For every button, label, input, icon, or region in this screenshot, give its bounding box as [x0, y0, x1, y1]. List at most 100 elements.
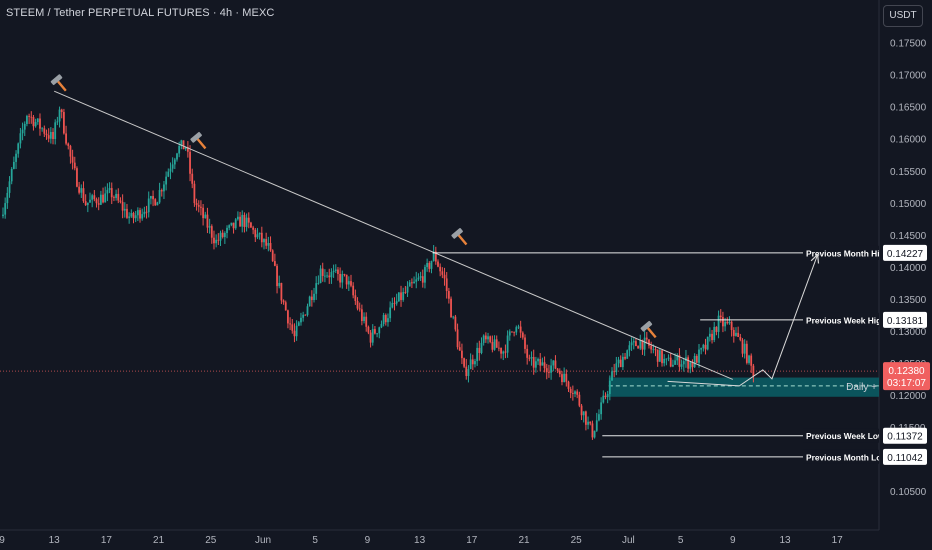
- candle: [191, 168, 194, 189]
- candle-body: [356, 300, 359, 309]
- candle-body: [639, 339, 642, 349]
- candle-body: [84, 201, 87, 206]
- level-label-bg: [803, 449, 879, 464]
- candle-body: [102, 194, 104, 203]
- hammer-head: [190, 131, 202, 143]
- candle-body: [371, 329, 374, 343]
- candle: [215, 234, 218, 248]
- candle-body: [458, 347, 461, 351]
- candle-body: [97, 203, 100, 205]
- candle-body: [493, 339, 496, 350]
- candle: [173, 157, 176, 170]
- candle: [656, 349, 659, 367]
- candle-body: [719, 315, 722, 318]
- candle: [717, 310, 720, 339]
- candle-body: [380, 324, 383, 328]
- candle: [302, 311, 305, 322]
- level-price-value: 0.14227: [887, 249, 924, 260]
- candle-body: [534, 361, 537, 368]
- candle-body: [291, 324, 294, 331]
- candle: [106, 183, 109, 202]
- candle-body: [136, 210, 139, 216]
- candle: [65, 125, 67, 146]
- candle: [324, 269, 326, 283]
- candle-body: [598, 414, 600, 421]
- candle: [132, 211, 135, 224]
- x-tick-label: 25: [571, 535, 583, 546]
- candle: [571, 385, 574, 401]
- currency-button[interactable]: USDT: [883, 5, 923, 27]
- candle: [541, 357, 544, 366]
- candle: [619, 355, 622, 368]
- candle-body: [428, 263, 431, 269]
- candle-body: [178, 146, 181, 154]
- candle: [56, 116, 59, 126]
- candle: [539, 353, 542, 372]
- candle: [21, 122, 24, 141]
- candle-body: [219, 232, 222, 241]
- candle: [347, 276, 350, 292]
- candle-body: [60, 109, 63, 113]
- candle: [611, 367, 613, 381]
- candle: [232, 222, 235, 234]
- candle: [695, 354, 698, 364]
- hammer-handle: [196, 137, 207, 150]
- candle: [515, 325, 518, 336]
- candle: [165, 171, 168, 191]
- candle: [158, 182, 161, 204]
- candle: [711, 329, 713, 344]
- candles: [2, 106, 755, 440]
- x-tick-label: 21: [153, 535, 165, 546]
- candle-body: [745, 343, 748, 363]
- candle: [350, 274, 352, 288]
- candle: [484, 332, 487, 343]
- candle-body: [289, 323, 291, 325]
- candle: [119, 197, 122, 204]
- candle: [141, 208, 144, 221]
- candle-body: [617, 359, 620, 364]
- candle: [556, 367, 559, 374]
- candle: [654, 346, 657, 357]
- candle-body: [543, 362, 546, 369]
- candle-body: [243, 214, 246, 227]
- candle: [374, 325, 376, 335]
- candle: [506, 330, 509, 358]
- candle-body: [126, 208, 128, 218]
- candle-body: [687, 357, 690, 369]
- candle-body: [606, 394, 609, 398]
- candle-body: [302, 314, 305, 318]
- candle-body: [595, 420, 598, 431]
- candle-body: [41, 128, 44, 130]
- candle-body: [293, 330, 296, 337]
- hammer-icon: [50, 74, 67, 92]
- candle-body: [115, 193, 117, 198]
- candle-body: [58, 109, 61, 122]
- candle: [678, 348, 681, 372]
- candle: [150, 195, 152, 205]
- candle-body: [26, 115, 28, 124]
- candle-body: [611, 371, 613, 381]
- candle-body: [713, 326, 716, 341]
- candle: [43, 125, 46, 138]
- candle: [626, 349, 629, 359]
- candle: [635, 338, 637, 347]
- candle-body: [600, 402, 603, 415]
- level-price-badge: [883, 427, 927, 444]
- candle-body: [160, 190, 163, 192]
- candle: [432, 245, 435, 262]
- candle-body: [556, 368, 559, 371]
- candle-body: [735, 332, 737, 336]
- candle-body: [213, 237, 215, 244]
- candle-body: [580, 405, 583, 416]
- candle: [86, 202, 89, 213]
- candle: [428, 261, 431, 273]
- hammer-handle: [56, 80, 67, 92]
- candle: [645, 331, 648, 344]
- candle-body: [300, 317, 302, 323]
- candle: [121, 194, 124, 219]
- candle-body: [456, 329, 459, 348]
- candle-body: [554, 360, 557, 369]
- candle-body: [411, 282, 413, 284]
- candle-body: [158, 190, 161, 203]
